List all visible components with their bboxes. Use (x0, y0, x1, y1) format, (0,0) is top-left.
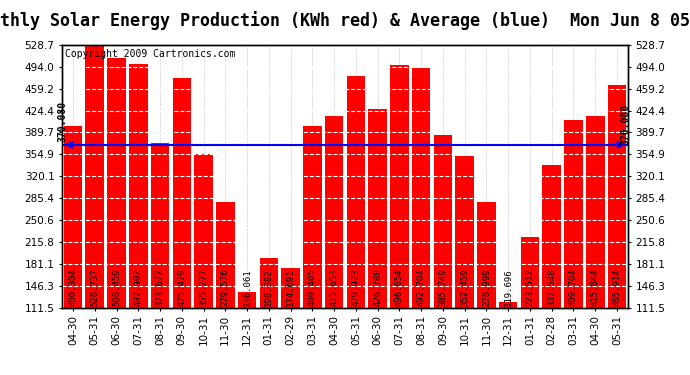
Text: 508.459: 508.459 (112, 268, 121, 306)
Text: 370.080: 370.080 (57, 100, 68, 142)
Bar (238, 292, 256, 308)
Text: 400.304: 400.304 (68, 268, 77, 306)
Bar (282, 268, 300, 308)
Text: 279.576: 279.576 (221, 268, 230, 306)
Text: 385.749: 385.749 (438, 268, 447, 306)
Bar (521, 237, 539, 308)
Text: 337.548: 337.548 (547, 268, 556, 306)
Text: 496.654: 496.654 (395, 268, 404, 306)
Bar (390, 65, 408, 308)
Bar (564, 120, 583, 308)
Text: 415.844: 415.844 (591, 268, 600, 306)
Bar (434, 135, 452, 308)
Bar (346, 76, 365, 307)
Bar (325, 116, 344, 308)
Text: 174.691: 174.691 (286, 268, 295, 306)
Text: 352.459: 352.459 (460, 268, 469, 306)
Text: 465.914: 465.914 (613, 268, 622, 306)
Bar (412, 68, 431, 308)
Bar (195, 154, 213, 308)
Bar (86, 45, 104, 308)
Bar (608, 84, 627, 308)
Text: 426.780: 426.780 (373, 268, 382, 306)
Bar (129, 64, 148, 308)
Bar (107, 58, 126, 308)
Text: 492.704: 492.704 (417, 268, 426, 306)
Text: 355.277: 355.277 (199, 268, 208, 306)
Bar (63, 126, 82, 308)
Bar (477, 202, 495, 308)
Text: 400.405: 400.405 (308, 268, 317, 306)
Bar (368, 109, 387, 307)
Bar (216, 202, 235, 308)
Text: 528.737: 528.737 (90, 268, 99, 306)
Bar (151, 142, 169, 308)
Bar (259, 258, 278, 308)
Text: 373.672: 373.672 (155, 268, 164, 306)
Bar (303, 126, 322, 308)
Text: 475.479: 475.479 (177, 268, 186, 306)
Bar (586, 116, 604, 308)
Bar (172, 78, 191, 308)
Bar (455, 156, 474, 308)
Text: 278.999: 278.999 (482, 268, 491, 306)
Bar (499, 302, 518, 307)
Bar (542, 165, 561, 308)
Text: 119.696: 119.696 (504, 268, 513, 306)
Text: Copyright 2009 Cartronics.com: Copyright 2009 Cartronics.com (65, 49, 235, 59)
Text: 190.382: 190.382 (264, 268, 273, 306)
Text: 370.080: 370.080 (620, 104, 630, 145)
Text: 497.902: 497.902 (134, 268, 143, 306)
Text: 136.061: 136.061 (243, 268, 252, 306)
Text: 409.704: 409.704 (569, 268, 578, 306)
Text: 223.512: 223.512 (526, 268, 535, 306)
Text: 415.653: 415.653 (330, 268, 339, 306)
Text: 479.923: 479.923 (351, 268, 360, 306)
Text: Monthly Solar Energy Production (KWh red) & Average (blue)  Mon Jun 8 05:54: Monthly Solar Energy Production (KWh red… (0, 11, 690, 30)
